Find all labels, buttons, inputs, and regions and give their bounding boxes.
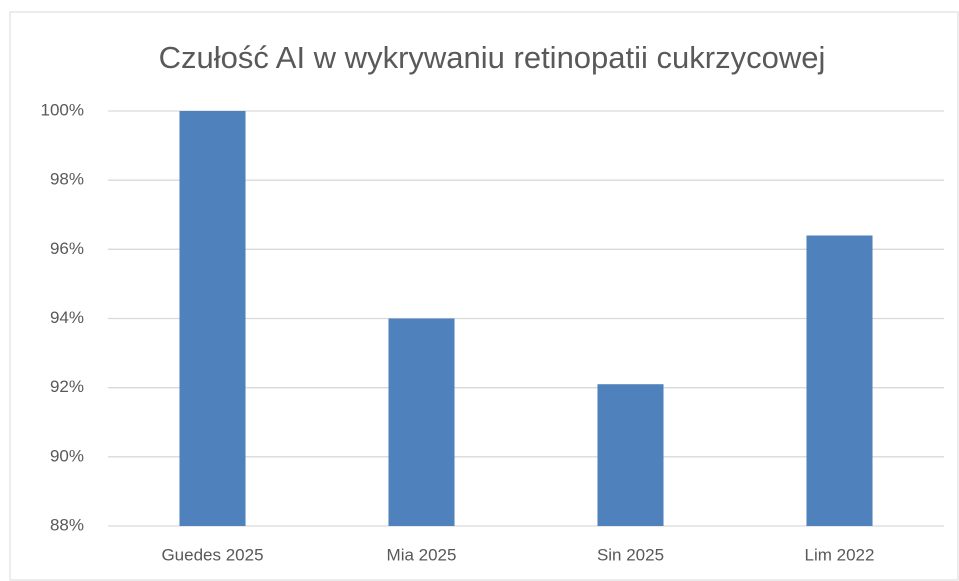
y-tick-label: 94% [50, 308, 84, 327]
y-tick-label: 96% [50, 239, 84, 258]
y-tick-label: 100% [41, 100, 84, 119]
y-tick-label: 88% [50, 515, 84, 534]
x-tick-label: Mia 2025 [387, 545, 457, 564]
chart-border [9, 11, 959, 581]
x-tick-label: Sin 2025 [597, 545, 664, 564]
y-tick-label: 90% [50, 446, 84, 465]
x-tick-label: Lim 2022 [805, 545, 875, 564]
bar [388, 318, 455, 526]
bar [179, 111, 246, 526]
y-tick-label: 92% [50, 377, 84, 396]
chart-title: Czułość AI w wykrywaniu retinopatii cukr… [159, 40, 826, 75]
x-tick-label: Guedes 2025 [161, 545, 263, 564]
bar [806, 235, 873, 526]
bar [597, 384, 664, 526]
y-tick-label: 98% [50, 170, 84, 189]
